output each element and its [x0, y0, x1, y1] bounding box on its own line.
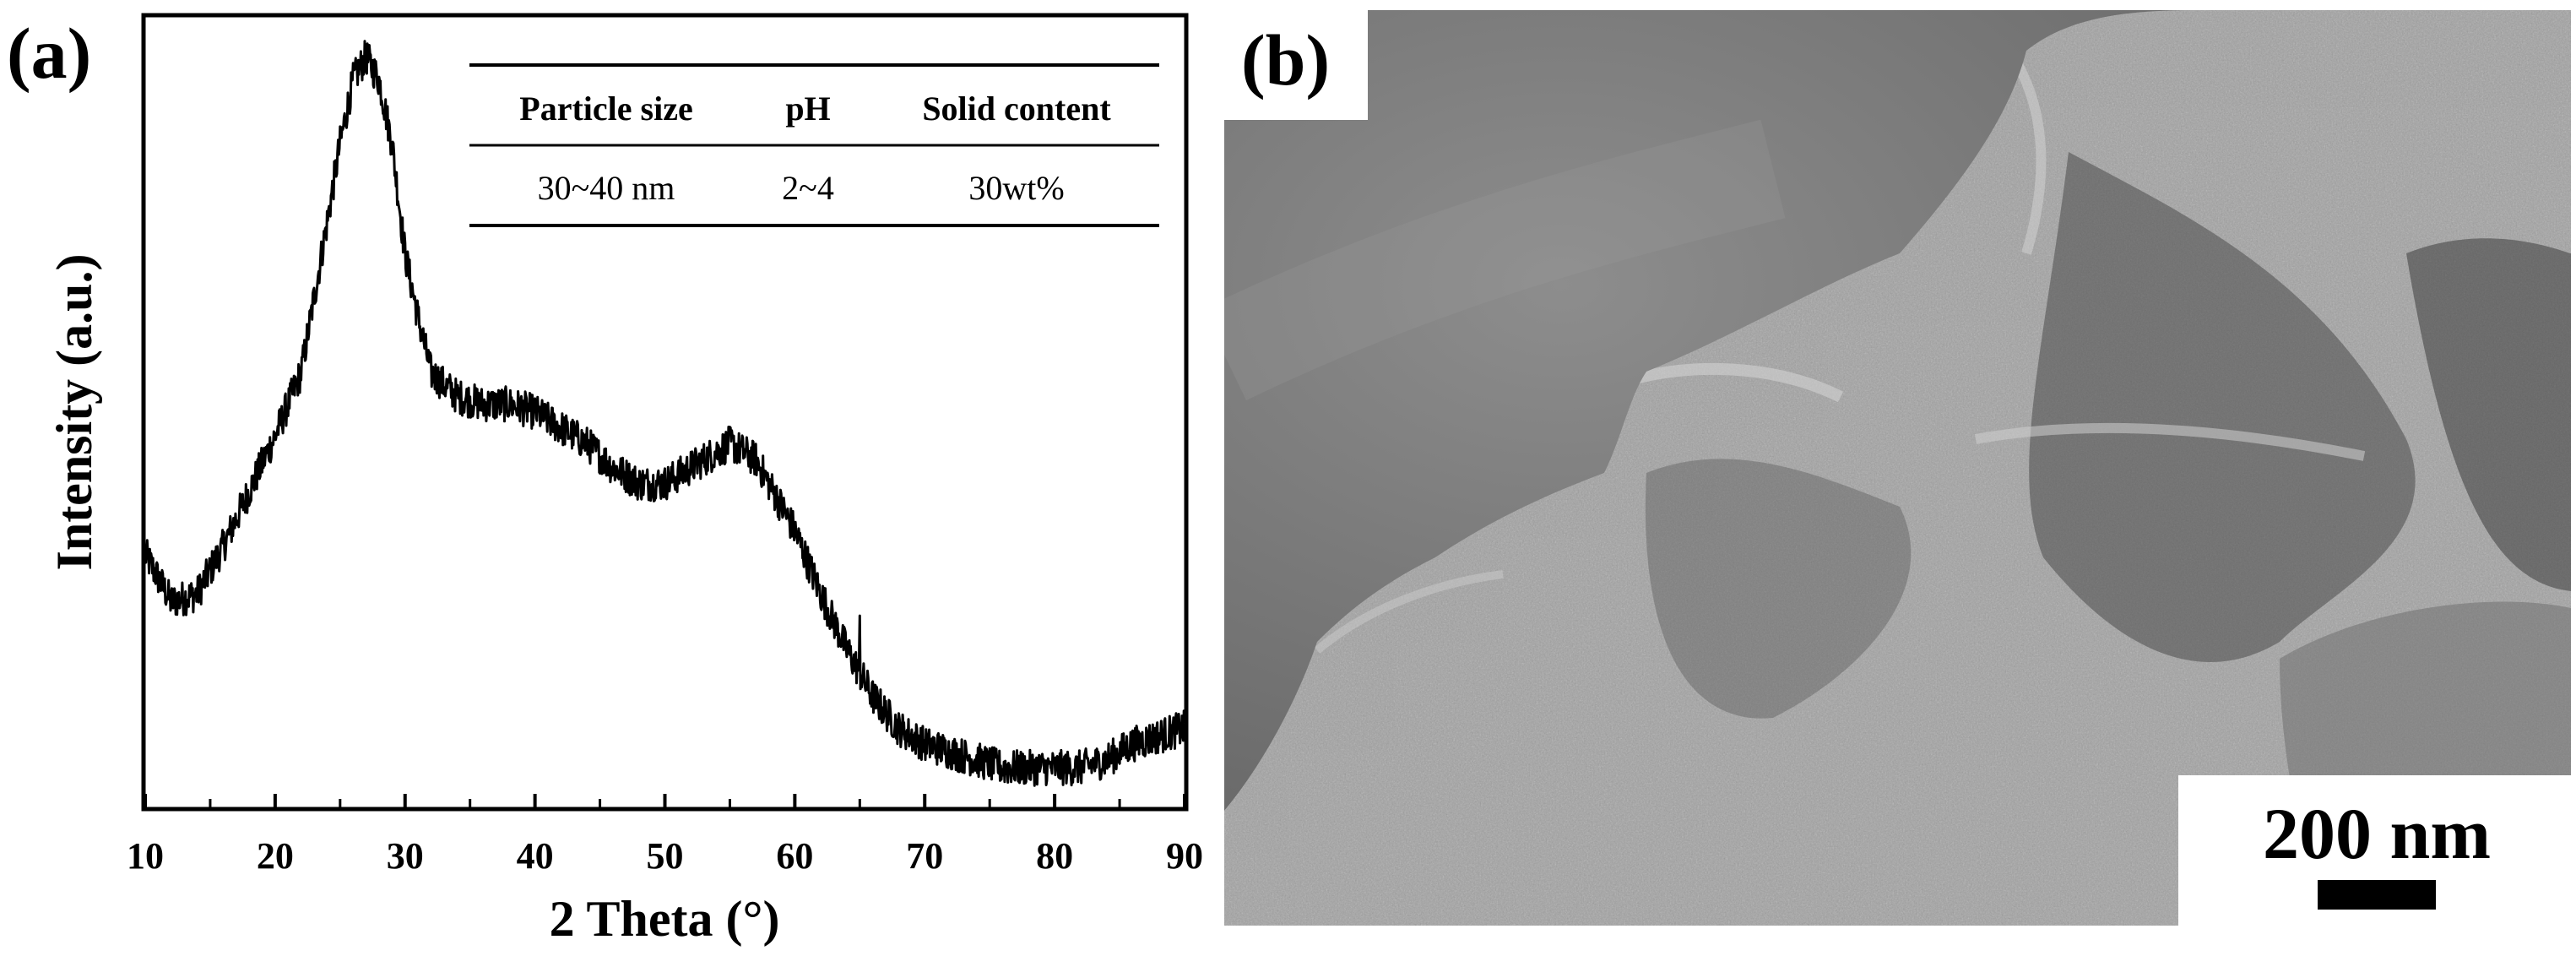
x-tick-label-10: 10 — [127, 835, 164, 877]
table-header-solid-content: Solid content — [922, 90, 1111, 128]
panel-b-label-box — [1224, 10, 1368, 120]
x-tick-label-50: 50 — [647, 835, 684, 877]
sem-image — [1224, 10, 2571, 926]
scale-bar-label: 200 nm — [2263, 793, 2491, 874]
panel-b-label: (b) — [1241, 19, 1330, 100]
properties-table: Particle size pH Solid content 30~40 nm … — [469, 63, 1159, 227]
x-axis-tick-labels: 10 20 30 40 50 60 70 80 90 — [127, 835, 1203, 877]
x-tick-label-20: 20 — [257, 835, 294, 877]
xrd-pattern-line — [144, 40, 1186, 787]
table-cell-particle-size: 30~40 nm — [538, 169, 675, 207]
table-cell-ph: 2~4 — [782, 169, 834, 207]
scale-bar-box — [2178, 775, 2576, 956]
scale-bar — [2318, 880, 2436, 910]
panel-a-label: (a) — [7, 13, 91, 94]
x-tick-label-30: 30 — [387, 835, 424, 877]
table-header-ph: pH — [785, 90, 830, 128]
panel-a: (a) 10 20 30 40 50 60 70 80 90 2 Theta (°) Inten… — [7, 13, 1203, 947]
plot-frame — [141, 13, 1189, 812]
x-tick-label-60: 60 — [776, 835, 813, 877]
x-tick-label-90: 90 — [1166, 835, 1203, 877]
x-axis-ticks — [144, 794, 1186, 807]
x-tick-label-70: 70 — [906, 835, 943, 877]
table-cell-solid-content: 30wt% — [968, 169, 1064, 207]
y-axis-label: Intensity (a.u.) — [46, 253, 102, 570]
x-tick-label-80: 80 — [1036, 835, 1073, 877]
table-header-particle-size: Particle size — [519, 90, 692, 128]
panel-b: (b) 200 nm — [1224, 10, 2576, 956]
x-axis-label: 2 Theta (°) — [550, 891, 780, 947]
x-tick-label-40: 40 — [517, 835, 554, 877]
